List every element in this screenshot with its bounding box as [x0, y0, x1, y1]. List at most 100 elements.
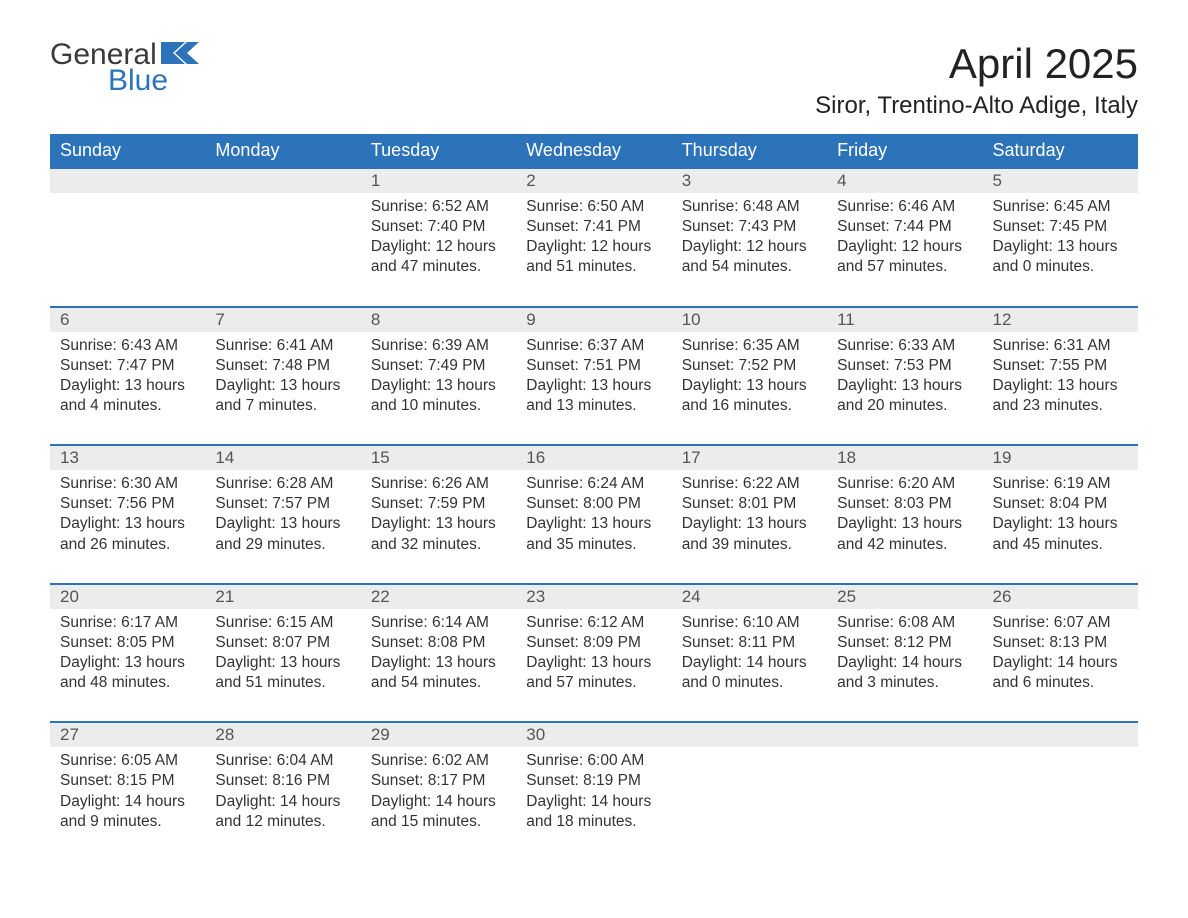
- day-sunset: Sunset: 7:57 PM: [215, 494, 350, 514]
- day-sunrise: Sunrise: 6:43 AM: [60, 336, 195, 356]
- day-number: 25: [827, 584, 982, 609]
- day-d1: Daylight: 13 hours: [526, 653, 661, 673]
- day-d2: and 26 minutes.: [60, 535, 195, 555]
- day-d2: and 32 minutes.: [371, 535, 506, 555]
- day-d2: and 0 minutes.: [682, 673, 817, 693]
- day-sunrise: Sunrise: 6:07 AM: [993, 613, 1128, 633]
- day-sunrise: Sunrise: 6:31 AM: [993, 336, 1128, 356]
- content-row: Sunrise: 6:52 AMSunset: 7:40 PMDaylight:…: [50, 193, 1138, 307]
- day-d1: Daylight: 14 hours: [215, 792, 350, 812]
- day-d1: Daylight: 12 hours: [526, 237, 661, 257]
- day-number: 26: [983, 584, 1138, 609]
- dow-thursday: Thursday: [672, 134, 827, 168]
- day-sunset: Sunset: 7:40 PM: [371, 217, 506, 237]
- day-sunrise: Sunrise: 6:20 AM: [837, 474, 972, 494]
- day-cell: Sunrise: 6:10 AMSunset: 8:11 PMDaylight:…: [672, 609, 827, 723]
- day-sunrise: Sunrise: 6:45 AM: [993, 197, 1128, 217]
- day-d2: and 20 minutes.: [837, 396, 972, 416]
- day-sunrise: Sunrise: 6:26 AM: [371, 474, 506, 494]
- day-number: 4: [827, 168, 982, 193]
- day-cell: Sunrise: 6:31 AMSunset: 7:55 PMDaylight:…: [983, 332, 1138, 446]
- day-sunset: Sunset: 8:00 PM: [526, 494, 661, 514]
- day-d1: Daylight: 13 hours: [526, 514, 661, 534]
- day-cell: Sunrise: 6:35 AMSunset: 7:52 PMDaylight:…: [672, 332, 827, 446]
- day-cell: Sunrise: 6:28 AMSunset: 7:57 PMDaylight:…: [205, 470, 360, 584]
- day-d2: and 4 minutes.: [60, 396, 195, 416]
- day-sunrise: Sunrise: 6:46 AM: [837, 197, 972, 217]
- day-number: 13: [50, 445, 205, 470]
- day-number: 5: [983, 168, 1138, 193]
- day-sunset: Sunset: 7:51 PM: [526, 356, 661, 376]
- day-d2: and 18 minutes.: [526, 812, 661, 832]
- day-d1: Daylight: 13 hours: [526, 376, 661, 396]
- day-d2: and 45 minutes.: [993, 535, 1128, 555]
- day-cell: [672, 747, 827, 860]
- day-number: 29: [361, 722, 516, 747]
- day-sunset: Sunset: 8:01 PM: [682, 494, 817, 514]
- day-d1: Daylight: 13 hours: [371, 376, 506, 396]
- day-d1: Daylight: 12 hours: [837, 237, 972, 257]
- day-sunrise: Sunrise: 6:48 AM: [682, 197, 817, 217]
- day-sunrise: Sunrise: 6:14 AM: [371, 613, 506, 633]
- day-d2: and 47 minutes.: [371, 257, 506, 277]
- day-sunset: Sunset: 8:05 PM: [60, 633, 195, 653]
- dow-tuesday: Tuesday: [361, 134, 516, 168]
- day-d1: Daylight: 13 hours: [215, 514, 350, 534]
- day-cell: Sunrise: 6:52 AMSunset: 7:40 PMDaylight:…: [361, 193, 516, 307]
- day-d2: and 54 minutes.: [682, 257, 817, 277]
- day-d2: and 15 minutes.: [371, 812, 506, 832]
- daynum-row: 6789101112: [50, 307, 1138, 332]
- day-number: [983, 722, 1138, 747]
- day-sunset: Sunset: 8:17 PM: [371, 771, 506, 791]
- day-sunrise: Sunrise: 6:22 AM: [682, 474, 817, 494]
- day-cell: Sunrise: 6:50 AMSunset: 7:41 PMDaylight:…: [516, 193, 671, 307]
- day-cell: Sunrise: 6:26 AMSunset: 7:59 PMDaylight:…: [361, 470, 516, 584]
- day-sunset: Sunset: 7:43 PM: [682, 217, 817, 237]
- day-d1: Daylight: 13 hours: [682, 376, 817, 396]
- month-title: April 2025: [815, 40, 1138, 88]
- dow-wednesday: Wednesday: [516, 134, 671, 168]
- day-d2: and 13 minutes.: [526, 396, 661, 416]
- day-sunset: Sunset: 7:47 PM: [60, 356, 195, 376]
- day-sunrise: Sunrise: 6:12 AM: [526, 613, 661, 633]
- day-sunset: Sunset: 8:19 PM: [526, 771, 661, 791]
- day-d1: Daylight: 13 hours: [993, 514, 1128, 534]
- day-number: 24: [672, 584, 827, 609]
- dow-friday: Friday: [827, 134, 982, 168]
- day-cell: Sunrise: 6:14 AMSunset: 8:08 PMDaylight:…: [361, 609, 516, 723]
- day-d1: Daylight: 13 hours: [60, 376, 195, 396]
- content-row: Sunrise: 6:43 AMSunset: 7:47 PMDaylight:…: [50, 332, 1138, 446]
- day-number: 19: [983, 445, 1138, 470]
- day-cell: [827, 747, 982, 860]
- day-d1: Daylight: 13 hours: [60, 653, 195, 673]
- day-d2: and 6 minutes.: [993, 673, 1128, 693]
- day-d2: and 57 minutes.: [526, 673, 661, 693]
- day-number: 2: [516, 168, 671, 193]
- day-d2: and 3 minutes.: [837, 673, 972, 693]
- day-cell: Sunrise: 6:46 AMSunset: 7:44 PMDaylight:…: [827, 193, 982, 307]
- day-number: [672, 722, 827, 747]
- day-sunrise: Sunrise: 6:10 AM: [682, 613, 817, 633]
- day-number: 9: [516, 307, 671, 332]
- day-sunset: Sunset: 7:55 PM: [993, 356, 1128, 376]
- logo: General Blue: [50, 40, 199, 96]
- day-d2: and 9 minutes.: [60, 812, 195, 832]
- day-cell: Sunrise: 6:43 AMSunset: 7:47 PMDaylight:…: [50, 332, 205, 446]
- day-cell: Sunrise: 6:19 AMSunset: 8:04 PMDaylight:…: [983, 470, 1138, 584]
- day-number: 18: [827, 445, 982, 470]
- day-sunset: Sunset: 8:07 PM: [215, 633, 350, 653]
- day-sunset: Sunset: 8:13 PM: [993, 633, 1128, 653]
- day-sunrise: Sunrise: 6:15 AM: [215, 613, 350, 633]
- day-sunset: Sunset: 8:16 PM: [215, 771, 350, 791]
- day-d2: and 7 minutes.: [215, 396, 350, 416]
- day-sunrise: Sunrise: 6:37 AM: [526, 336, 661, 356]
- day-number: [827, 722, 982, 747]
- day-cell: Sunrise: 6:37 AMSunset: 7:51 PMDaylight:…: [516, 332, 671, 446]
- day-number: 16: [516, 445, 671, 470]
- day-sunrise: Sunrise: 6:05 AM: [60, 751, 195, 771]
- logo-word-blue: Blue: [108, 66, 199, 96]
- dow-monday: Monday: [205, 134, 360, 168]
- day-sunset: Sunset: 7:45 PM: [993, 217, 1128, 237]
- day-number: 6: [50, 307, 205, 332]
- day-cell: Sunrise: 6:04 AMSunset: 8:16 PMDaylight:…: [205, 747, 360, 860]
